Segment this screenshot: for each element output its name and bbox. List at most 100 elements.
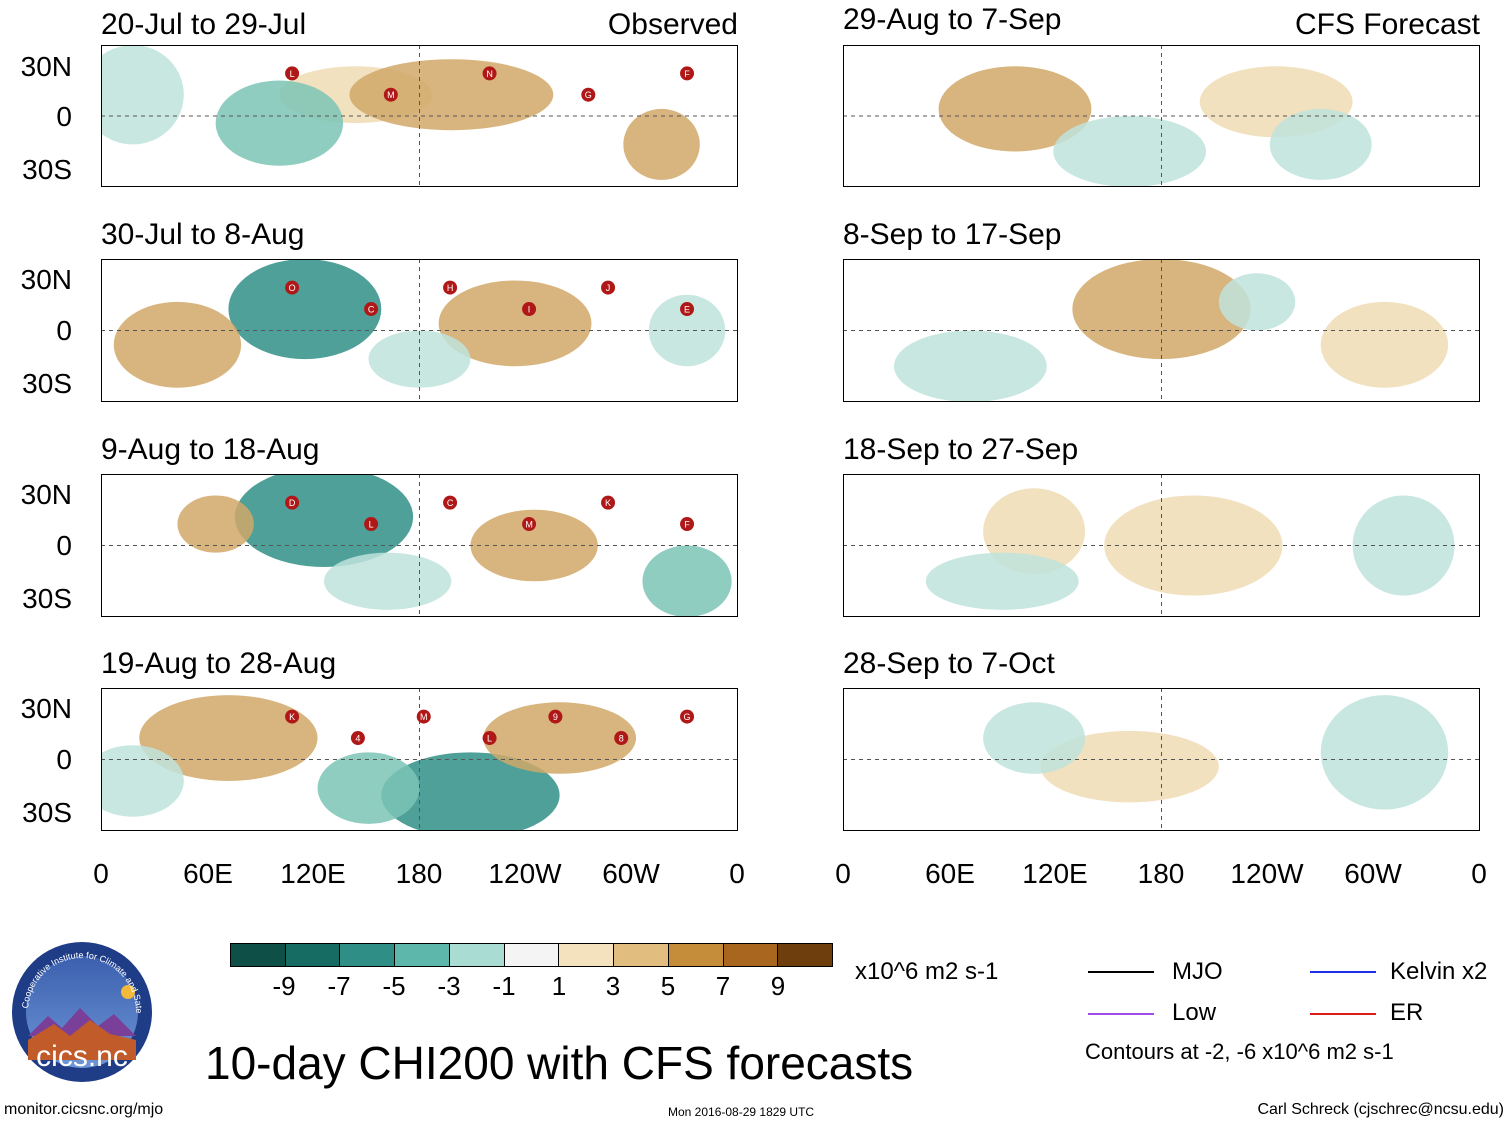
colorbar-tick-1: -9 bbox=[272, 971, 296, 1001]
colorbar-tick-7: 3 bbox=[605, 971, 621, 1001]
storm-marker-label: L bbox=[290, 69, 295, 79]
anomaly-shading bbox=[323, 552, 452, 610]
map-panel-8 bbox=[843, 688, 1480, 831]
storm-marker-label: K bbox=[289, 712, 295, 722]
colorbar-tick-9: 7 bbox=[715, 971, 731, 1001]
panel-title-5: 29-Aug to 7-Sep bbox=[843, 3, 1062, 36]
colorbar-cell bbox=[777, 944, 833, 966]
colorbar-tick-8: 5 bbox=[660, 971, 676, 1001]
map-frame bbox=[843, 688, 1480, 831]
storm-marker: C bbox=[443, 495, 458, 510]
colorbar bbox=[230, 943, 833, 967]
map-svg-3: D L C M K F bbox=[101, 474, 738, 617]
storm-marker: C bbox=[364, 302, 379, 317]
anomaly-shading bbox=[1320, 301, 1449, 388]
panel-title-4: 19-Aug to 28-Aug bbox=[101, 647, 337, 680]
lon-label-60w-left: 60W bbox=[602, 858, 660, 889]
panel-tag-forecast: CFS Forecast bbox=[1294, 8, 1480, 41]
storm-marker-label: I bbox=[528, 305, 531, 315]
lon-label-360-right: 0 bbox=[1471, 858, 1487, 889]
anomaly-shading bbox=[938, 66, 1092, 152]
storm-marker: 4 bbox=[350, 731, 365, 746]
anomaly-shading bbox=[368, 330, 471, 388]
storm-marker-label: L bbox=[369, 520, 374, 530]
storm-marker: J bbox=[601, 280, 616, 295]
storm-marker: L bbox=[482, 731, 497, 746]
anomaly-shading bbox=[483, 702, 637, 774]
storm-marker-label: K bbox=[605, 498, 611, 508]
map-panel-4: K 4 M L 9 8 G bbox=[101, 688, 738, 831]
lon-label-360-left: 0 bbox=[729, 858, 745, 889]
colorbar-cell bbox=[284, 944, 340, 966]
map-panel-3: D L C M K F bbox=[101, 474, 738, 617]
anomaly-shading bbox=[438, 280, 592, 367]
map-svg-1: L M N G F bbox=[101, 45, 738, 187]
lat-label-30s-3: 30S bbox=[22, 583, 72, 614]
storm-marker-label: H bbox=[447, 283, 454, 293]
storm-marker-label: O bbox=[289, 283, 296, 293]
anomaly-shading bbox=[983, 702, 1086, 774]
storm-marker-label: D bbox=[289, 498, 296, 508]
colorbar-tick-2: -7 bbox=[327, 971, 351, 1001]
anomaly-shading bbox=[893, 330, 1047, 402]
storm-marker-label: 8 bbox=[619, 734, 624, 744]
storm-marker: O bbox=[285, 280, 300, 295]
map-panel-1: L M N G F bbox=[101, 45, 738, 187]
anomaly-shading bbox=[234, 474, 414, 567]
storm-marker: F bbox=[680, 517, 695, 532]
map-svg-6 bbox=[843, 259, 1480, 402]
map-svg-2: O C H I J E bbox=[101, 259, 738, 402]
map-frame bbox=[843, 259, 1480, 402]
storm-marker: D bbox=[285, 495, 300, 510]
colorbar-units: x10^6 m2 s-1 bbox=[855, 958, 999, 985]
storm-marker: H bbox=[443, 280, 458, 295]
storm-marker-label: C bbox=[447, 498, 454, 508]
panel-title-8: 28-Sep to 7-Oct bbox=[843, 647, 1055, 680]
footer-author: Carl Schreck (cjschrec@ncsu.edu) bbox=[1257, 1101, 1504, 1118]
storm-marker-label: N bbox=[486, 69, 493, 79]
anomaly-shading bbox=[317, 752, 420, 824]
storm-marker-label: 9 bbox=[553, 712, 558, 722]
colorbar-cell bbox=[667, 944, 723, 966]
anomaly-shading bbox=[983, 488, 1086, 575]
anomaly-shading bbox=[623, 108, 700, 180]
storm-marker: N bbox=[482, 66, 497, 81]
map-svg-5 bbox=[843, 45, 1480, 187]
lon-label-120e-left: 120E bbox=[280, 858, 346, 889]
anomaly-shading bbox=[925, 552, 1079, 610]
storm-marker: M bbox=[383, 87, 398, 102]
storm-marker-label: G bbox=[684, 712, 691, 722]
panel-title-1: 20-Jul to 29-Jul bbox=[101, 8, 307, 41]
storm-marker: 9 bbox=[548, 709, 563, 724]
colorbar-tick-4: -3 bbox=[437, 971, 461, 1001]
colorbar-cell bbox=[722, 944, 778, 966]
panel-title-3: 9-Aug to 18-Aug bbox=[101, 433, 320, 466]
storm-marker-label: L bbox=[487, 734, 492, 744]
legend-er-line bbox=[1310, 1013, 1376, 1015]
map-panel-6 bbox=[843, 259, 1480, 402]
lat-label-30n-1: 30N bbox=[20, 51, 72, 82]
storm-marker-label: J bbox=[606, 283, 611, 293]
storm-marker: L bbox=[364, 517, 379, 532]
anomaly-shading bbox=[101, 745, 184, 817]
legend-kelvin-line bbox=[1310, 971, 1376, 973]
storm-marker: K bbox=[601, 495, 616, 510]
map-frame bbox=[101, 688, 738, 831]
storm-marker-label: C bbox=[368, 305, 375, 315]
lat-label-30s-1: 30S bbox=[22, 154, 72, 185]
anomaly-shading bbox=[177, 495, 254, 553]
colorbar-cell bbox=[503, 944, 559, 966]
map-frame bbox=[843, 474, 1480, 617]
storm-marker: E bbox=[680, 302, 695, 317]
lon-label-0-left: 0 bbox=[93, 858, 109, 889]
lon-label-180-left: 180 bbox=[395, 858, 443, 889]
lon-label-0-right: 0 bbox=[835, 858, 851, 889]
lon-label-120w-right: 120W bbox=[1230, 858, 1304, 889]
map-frame bbox=[101, 259, 738, 402]
storm-marker: 8 bbox=[614, 731, 629, 746]
footer-timestamp: Mon 2016-08-29 1829 UTC bbox=[668, 1105, 815, 1119]
anomaly-shading bbox=[349, 59, 554, 131]
anomaly-shading bbox=[1053, 116, 1207, 187]
lat-label-30s-4: 30S bbox=[22, 797, 72, 828]
legend-mjo-label: MJO bbox=[1172, 958, 1223, 985]
